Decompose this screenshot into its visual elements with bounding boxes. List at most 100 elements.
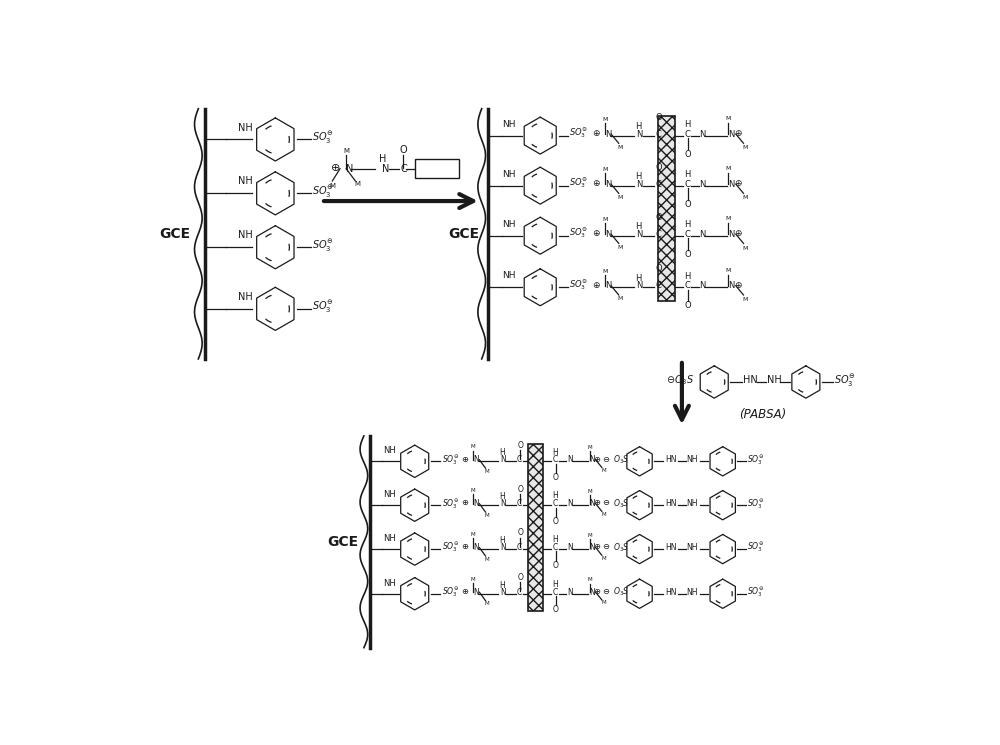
Text: HN: HN xyxy=(665,543,676,552)
Text: $\ominus$: $\ominus$ xyxy=(602,454,611,463)
Text: M: M xyxy=(601,600,606,606)
Text: H: H xyxy=(552,448,558,457)
Text: O: O xyxy=(655,264,662,273)
Bar xyxy=(658,116,675,301)
Text: H: H xyxy=(635,273,641,282)
Text: NH: NH xyxy=(502,120,516,129)
Text: M: M xyxy=(602,167,608,172)
Text: O: O xyxy=(685,150,691,159)
Text: $SO_3^{\ominus}$: $SO_3^{\ominus}$ xyxy=(569,127,588,142)
Text: $SO_3^{\ominus}$: $SO_3^{\ominus}$ xyxy=(312,184,334,200)
Text: M: M xyxy=(601,556,606,561)
Text: M: M xyxy=(471,444,476,449)
Text: $SO_3^{\ominus}$: $SO_3^{\ominus}$ xyxy=(747,586,764,599)
Text: $SO_3^{\ominus}$: $SO_3^{\ominus}$ xyxy=(569,279,588,293)
Text: M: M xyxy=(725,268,731,273)
Text: NH: NH xyxy=(502,271,516,280)
Text: NH: NH xyxy=(383,490,396,499)
Text: $\oplus$: $\oplus$ xyxy=(461,498,470,507)
Text: N: N xyxy=(590,543,595,552)
Text: N: N xyxy=(500,588,506,597)
Text: N: N xyxy=(700,229,706,238)
Text: $\oplus$: $\oplus$ xyxy=(593,587,601,596)
Text: $O_3S$: $O_3S$ xyxy=(613,542,630,554)
Text: $\oplus$: $\oplus$ xyxy=(734,178,742,188)
Text: M: M xyxy=(484,513,489,518)
Text: $SO_3^{\ominus}$: $SO_3^{\ominus}$ xyxy=(442,453,459,466)
Text: O: O xyxy=(517,528,523,537)
Bar xyxy=(528,443,543,611)
Text: $SO_3^{\ominus}$: $SO_3^{\ominus}$ xyxy=(747,453,764,466)
Text: M: M xyxy=(471,532,476,537)
Text: M: M xyxy=(343,148,349,154)
Text: NH: NH xyxy=(687,588,698,597)
Text: M: M xyxy=(329,183,335,188)
Text: N: N xyxy=(473,499,479,508)
Text: $SO_3^{\ominus}$: $SO_3^{\ominus}$ xyxy=(747,541,764,554)
Text: N: N xyxy=(605,180,611,188)
Text: N: N xyxy=(590,455,595,464)
Text: $\ominus$: $\ominus$ xyxy=(602,587,611,596)
Text: $\oplus$: $\oplus$ xyxy=(592,128,601,139)
Text: $\ominus$: $\ominus$ xyxy=(602,542,611,551)
Text: C: C xyxy=(517,588,522,597)
Text: NH: NH xyxy=(383,446,396,455)
Text: M: M xyxy=(742,145,748,150)
Text: O: O xyxy=(553,473,559,482)
Text: N: N xyxy=(728,180,734,188)
Text: C: C xyxy=(685,180,691,188)
Text: $SO_3^{\ominus}$: $SO_3^{\ominus}$ xyxy=(569,177,588,191)
Text: O: O xyxy=(553,606,559,615)
Text: NH: NH xyxy=(238,177,253,186)
Text: C: C xyxy=(685,282,691,291)
Text: H: H xyxy=(499,448,505,457)
Text: $\oplus$: $\oplus$ xyxy=(461,454,470,463)
Text: H: H xyxy=(379,154,387,165)
Text: N: N xyxy=(728,229,734,238)
Text: NH: NH xyxy=(238,230,253,241)
Text: HN: HN xyxy=(744,375,758,385)
Text: M: M xyxy=(587,533,592,538)
Text: $\oplus$: $\oplus$ xyxy=(593,498,601,507)
Text: NH: NH xyxy=(238,122,253,133)
Text: M: M xyxy=(484,601,489,606)
Text: N: N xyxy=(500,455,506,464)
Text: NH: NH xyxy=(383,579,396,588)
Text: M: M xyxy=(725,216,731,221)
Text: $\oplus$: $\oplus$ xyxy=(592,280,601,290)
Text: M: M xyxy=(587,445,592,450)
Text: O: O xyxy=(553,517,559,526)
Text: M: M xyxy=(484,469,489,474)
Text: H: H xyxy=(684,121,690,130)
Text: H: H xyxy=(684,272,690,281)
Text: H: H xyxy=(499,581,505,590)
Text: $\oplus$: $\oplus$ xyxy=(734,229,742,238)
Text: N: N xyxy=(700,282,706,291)
Text: $\ominus O_3S$: $\ominus O_3S$ xyxy=(666,373,694,387)
Text: C: C xyxy=(656,229,662,238)
Text: N: N xyxy=(605,229,611,238)
Text: M: M xyxy=(484,557,489,562)
Text: $\oplus$: $\oplus$ xyxy=(330,162,341,174)
Text: $\oplus$: $\oplus$ xyxy=(734,280,742,290)
Text: $\oplus$: $\oplus$ xyxy=(461,587,470,596)
Text: M: M xyxy=(602,217,608,222)
Text: $\oplus$: $\oplus$ xyxy=(593,542,601,551)
Text: NH: NH xyxy=(687,543,698,552)
Text: N: N xyxy=(567,455,573,464)
Text: N: N xyxy=(636,229,643,238)
Text: N: N xyxy=(605,130,611,139)
Text: N: N xyxy=(728,282,734,291)
Text: $SO_3^{\ominus}$: $SO_3^{\ominus}$ xyxy=(747,497,764,510)
Text: M: M xyxy=(602,269,608,273)
Text: N: N xyxy=(700,130,706,139)
Text: M: M xyxy=(354,181,360,187)
Text: C: C xyxy=(553,499,558,508)
Text: NH: NH xyxy=(502,220,516,229)
Text: O: O xyxy=(685,200,691,209)
Text: GCE: GCE xyxy=(448,226,480,241)
Text: $SO_3^{\ominus}$: $SO_3^{\ominus}$ xyxy=(442,541,459,554)
Text: $O_3S$: $O_3S$ xyxy=(613,586,630,598)
Text: H: H xyxy=(635,222,641,231)
Text: M: M xyxy=(587,577,592,583)
